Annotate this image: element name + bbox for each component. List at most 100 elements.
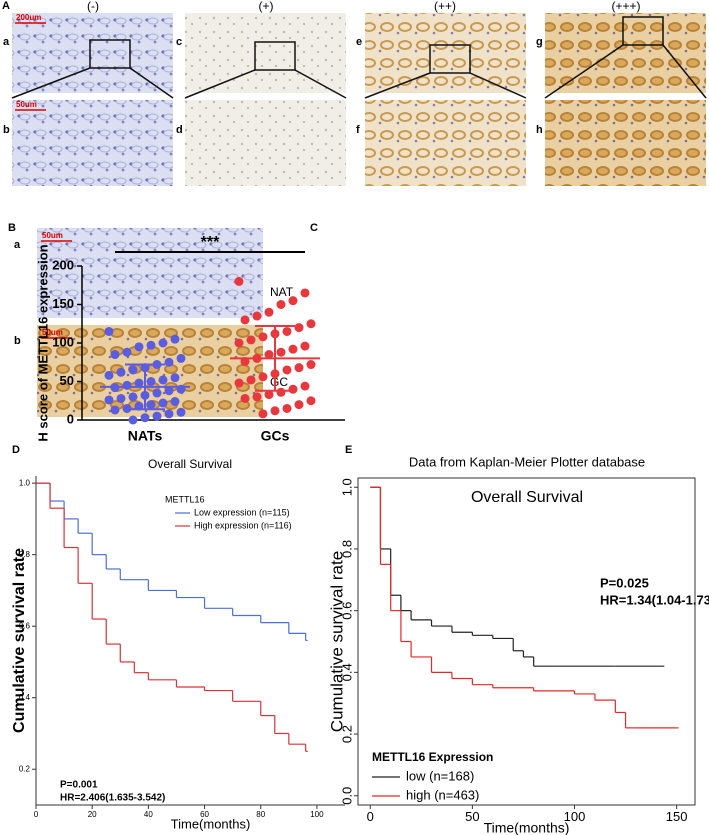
- dot: [306, 396, 316, 406]
- y-tick-label: 200: [52, 257, 74, 272]
- scale-label: 200um: [16, 13, 41, 22]
- dot: [122, 347, 132, 357]
- panel-label: C: [310, 222, 318, 234]
- dot: [122, 380, 132, 390]
- chart-subtitle: Overall Survival: [471, 489, 583, 506]
- legend-label: low (n=168): [406, 768, 474, 783]
- image-label: a: [14, 239, 21, 251]
- y-tick-label: 0.4: [19, 693, 31, 702]
- x-tick-label: 80: [256, 810, 265, 819]
- image-label: f: [356, 124, 360, 136]
- dot: [258, 372, 268, 382]
- dot: [294, 400, 304, 410]
- dot: [140, 413, 150, 423]
- dot: [116, 393, 126, 403]
- micrograph: [365, 100, 526, 186]
- y-tick-label: 0.2: [339, 725, 354, 743]
- chart-title: Data from Kaplan-Meier Plotter database: [409, 454, 645, 469]
- dot: [104, 326, 114, 336]
- y-tick-label: 0.6: [19, 621, 31, 630]
- x-tick-label: 0: [34, 810, 39, 819]
- dot: [234, 276, 244, 286]
- y-axis-label: H score of METTL16 expression: [35, 244, 50, 441]
- dot: [234, 338, 244, 348]
- zoom-boxes: [11, 16, 707, 99]
- micrograph: [545, 100, 706, 186]
- y-tick-label: 150: [52, 296, 74, 311]
- dot: [264, 390, 274, 400]
- micrograph: [185, 13, 346, 93]
- legend-label: Low expression (n=115): [194, 507, 290, 517]
- dot: [170, 397, 180, 407]
- dot: [288, 384, 298, 394]
- x-tick-label: 100: [310, 810, 324, 819]
- x-tick-label: 60: [200, 810, 209, 819]
- dot: [176, 407, 186, 417]
- dot: [104, 395, 114, 405]
- panel-label: E: [345, 444, 352, 456]
- dot: [264, 350, 274, 360]
- dot: [164, 357, 174, 367]
- chart-title: Overall Survival: [148, 457, 232, 471]
- dot: [176, 353, 186, 363]
- annotation: HR=1.34(1.04-1.73): [600, 592, 709, 607]
- annotation: P=0.025: [600, 575, 649, 590]
- y-tick-label: 0.0: [339, 787, 354, 805]
- y-tick-label: 0.8: [339, 540, 354, 558]
- dot: [146, 340, 156, 350]
- dot: [110, 405, 120, 415]
- image-label: c: [176, 36, 182, 48]
- dot: [294, 363, 304, 373]
- plot-frame: [357, 477, 696, 806]
- x-axis-label: Time(months): [484, 820, 570, 835]
- image-label: e: [356, 36, 362, 48]
- dot: [152, 388, 162, 398]
- scale-label: 50um: [42, 231, 63, 240]
- dot: [282, 403, 292, 413]
- dot: [104, 370, 114, 380]
- dot: [270, 406, 280, 416]
- dot: [252, 392, 262, 402]
- x-tick-label: 20: [88, 810, 97, 819]
- dot: [146, 377, 156, 386]
- scale-label: 50um: [42, 328, 63, 337]
- panel-label: D: [12, 444, 20, 456]
- y-tick-label: 50: [60, 373, 74, 388]
- image-label: b: [3, 124, 10, 136]
- dot: [282, 365, 292, 375]
- dot: [306, 360, 316, 370]
- dot: [294, 323, 304, 333]
- y-axis-label: Cumulative survival rate: [327, 551, 346, 732]
- micrograph: [37, 228, 263, 318]
- image-label: b: [14, 335, 21, 347]
- x-tick-label: 0: [367, 809, 374, 824]
- annotation: P=0.001: [60, 780, 98, 791]
- image-label: h: [536, 124, 543, 136]
- dot: [288, 344, 298, 354]
- dot: [170, 334, 180, 344]
- x-tick-label: 50: [465, 809, 479, 824]
- grade: (++): [434, 0, 456, 13]
- dot: [158, 398, 168, 408]
- dot: [300, 381, 310, 391]
- image-label: d: [176, 124, 183, 136]
- y-tick-label: 0.2: [19, 764, 31, 773]
- x-tick-label: NATs: [128, 428, 163, 444]
- legend-label: High expression (n=116): [194, 520, 292, 530]
- micrograph: [12, 100, 173, 186]
- dot: [306, 319, 316, 329]
- dot: [252, 311, 262, 321]
- dot: [158, 375, 168, 385]
- dot: [158, 338, 168, 348]
- ihc-panel: A (-) (+) (++) (+++) a b c d e f g h 200…: [2, 0, 707, 186]
- dot: [258, 409, 268, 419]
- tissue-label: NAT: [270, 285, 294, 299]
- y-tick-label: 0: [67, 411, 74, 426]
- dot: [170, 373, 180, 383]
- dot: [240, 315, 250, 325]
- dot: [110, 350, 120, 360]
- grade: (+++): [611, 0, 640, 13]
- grade: (+): [259, 0, 274, 13]
- dot: [276, 347, 286, 357]
